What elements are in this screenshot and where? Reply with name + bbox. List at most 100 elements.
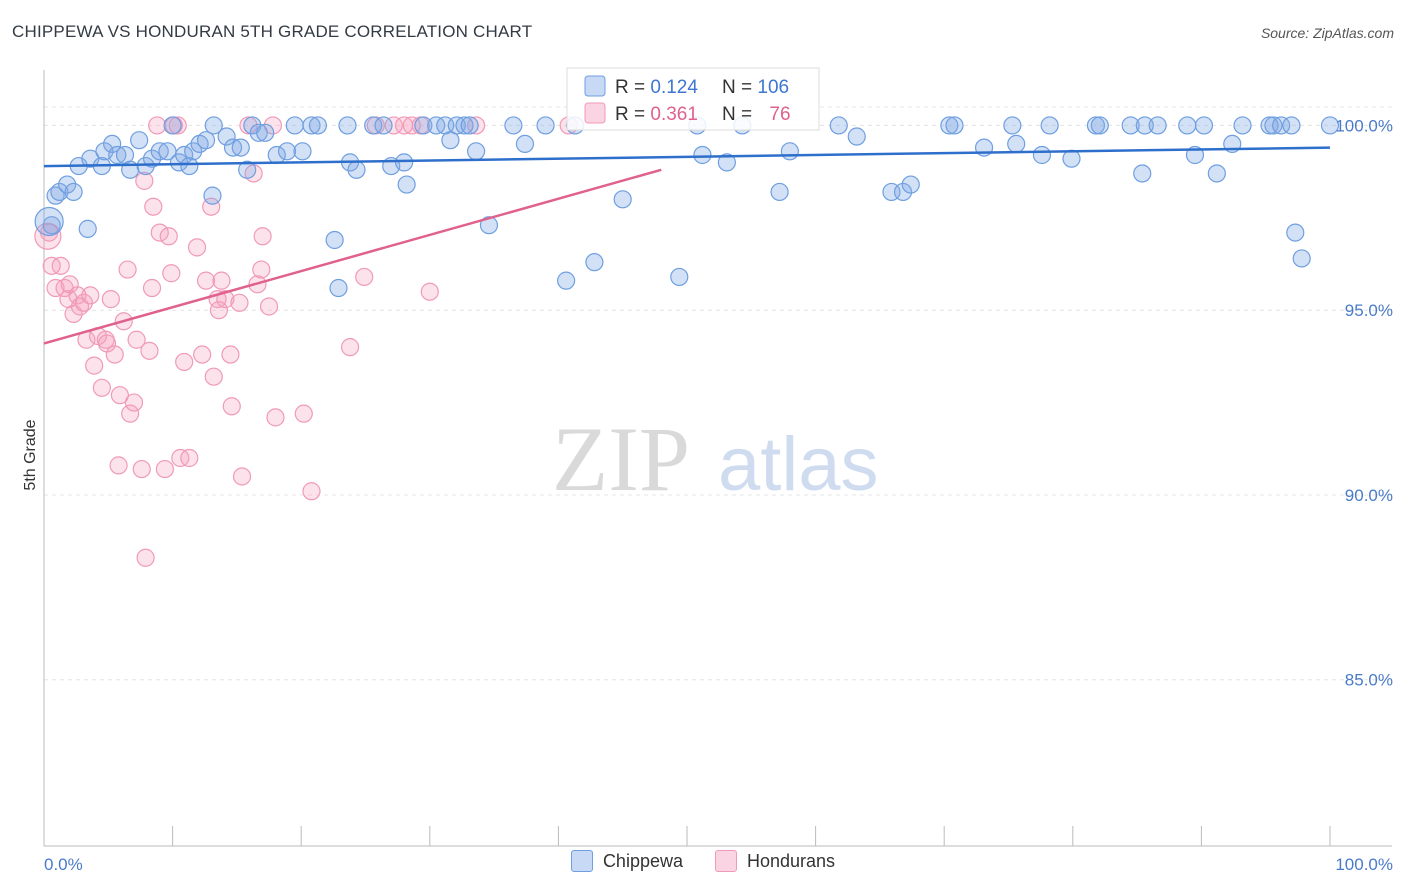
chippewa-point-38 [293, 142, 312, 161]
hondurans-point-56 [239, 116, 258, 135]
hondurans-point-55 [232, 467, 252, 486]
hondurans-point-34 [150, 223, 169, 242]
chippewa-point-11 [108, 145, 127, 165]
hondurans-point-52 [221, 345, 240, 364]
hondurans-point-43 [187, 238, 207, 257]
chippewa-point-57 [460, 116, 479, 135]
chippewa-point-49 [394, 153, 414, 172]
chippewa-point-30 [231, 138, 250, 157]
y-tick-label-1: 90.0% [1345, 486, 1393, 505]
axes [43, 70, 1392, 847]
hondurans-point-49 [209, 301, 228, 320]
svg-text:R = 0.124: R = 0.124 [615, 77, 698, 98]
watermark-atlas: atlas [718, 422, 879, 507]
hondurans-point-36 [159, 227, 178, 246]
hondurans-point-13 [85, 356, 104, 375]
legend-item-hondurans[interactable]: Hondurans [715, 850, 835, 872]
legend-box [566, 67, 820, 131]
chippewa-point-19 [163, 116, 182, 135]
chippewa-point-46 [364, 116, 383, 135]
chippewa-point-75 [847, 127, 866, 146]
chippewa-point-95 [1194, 116, 1214, 135]
hondurans-point-62 [263, 116, 283, 135]
hondurans-point-23 [118, 260, 137, 279]
hondurans-point-30 [140, 341, 159, 360]
hondurans-point-21 [110, 386, 129, 405]
svg-text:R = 0.361: R = 0.361 [615, 104, 698, 125]
trend-lines [43, 146, 1331, 345]
chippewa-point-66 [613, 190, 632, 209]
chippewa-point-40 [308, 116, 328, 135]
svg-text:N = 106: N = 106 [722, 77, 789, 98]
hondurans-point-45 [196, 271, 216, 290]
chippewa-point-58 [466, 142, 486, 161]
chippewa-point-61 [515, 134, 535, 154]
chippewa-point-15 [136, 156, 155, 176]
chippewa-point-83 [1007, 134, 1026, 154]
chippewa-point-6 [78, 219, 97, 238]
chippewa-point-51 [414, 116, 433, 135]
chippewa-point-102 [1282, 116, 1301, 135]
hondurans-point-24 [121, 404, 140, 423]
hondurans-point-67 [355, 267, 374, 287]
chippewa-point-25 [196, 131, 216, 150]
chippewa-point-84 [1032, 145, 1052, 165]
hondurans-point-69 [384, 116, 403, 135]
hondurans-point-32 [144, 197, 163, 216]
chippewa-point-23 [184, 142, 203, 161]
hondurans-point-19 [105, 345, 124, 364]
chippewa-point-89 [1121, 116, 1140, 135]
chippewa-point-90 [1133, 164, 1152, 183]
chippewa-point-34 [256, 123, 275, 142]
hondurans-point-37 [162, 264, 181, 283]
x-tick-label-1: 100.0% [1335, 855, 1393, 874]
chippewa-point-41 [325, 230, 344, 250]
hondurans-points [34, 116, 578, 567]
chippewa-point-36 [277, 142, 297, 161]
hondurans-point-47 [204, 367, 223, 386]
chippewa-point-39 [302, 116, 321, 135]
hondurans-point-25 [124, 393, 144, 412]
chippewa-point-large [34, 206, 64, 237]
legend-swatch-hondurans-bottom [715, 850, 737, 872]
chippewa-point-60 [504, 116, 523, 135]
grid-lines [44, 106, 1392, 681]
hondurans-point-18 [101, 290, 120, 309]
hondurans-point-60 [253, 227, 272, 246]
chippewa-point-28 [217, 127, 236, 146]
chippewa-point-104 [1292, 249, 1311, 268]
chippewa-point-56 [455, 116, 474, 135]
hondurans-point-50 [212, 271, 231, 290]
legend-swatch-hondurans [584, 102, 606, 124]
hondurans-point-61 [259, 297, 279, 316]
legend-r-value-2: 0.361 [650, 104, 698, 125]
hondurans-point-64 [294, 404, 313, 423]
hondurans-point-42 [180, 448, 199, 468]
chippewa-point-42 [329, 278, 348, 298]
chippewa-point-62 [536, 116, 555, 135]
legend-item-chippewa[interactable]: Chippewa [570, 850, 683, 872]
chippewa-point-17 [150, 142, 169, 161]
chippewa-point-86 [1062, 149, 1081, 168]
chippewa-point-105 [1320, 116, 1340, 135]
chippewa-point-80 [945, 116, 964, 135]
chippewa-point-87 [1086, 116, 1106, 135]
chippewa-point-16 [142, 149, 162, 168]
chippewa-trend-line [43, 146, 1331, 168]
chippewa-point-31 [238, 160, 257, 179]
chippewa-point-43 [338, 116, 357, 135]
hondurans-point-65 [302, 482, 321, 501]
hondurans-point-12 [81, 286, 100, 305]
chippewa-point-74 [829, 116, 848, 135]
chippewa-point-0 [42, 216, 61, 235]
zipatlas-watermark: ZIP atlas [552, 408, 879, 510]
chippewa-point-26 [204, 116, 223, 135]
chippewa-point-22 [180, 156, 199, 176]
chippewa-point-4 [64, 182, 83, 202]
hondurans-point-41 [175, 352, 194, 372]
hondurans-point-large [34, 222, 62, 250]
chippewa-point-103 [1286, 223, 1305, 242]
chippewa-point-2 [50, 182, 69, 202]
chippewa-point-69 [693, 145, 712, 165]
